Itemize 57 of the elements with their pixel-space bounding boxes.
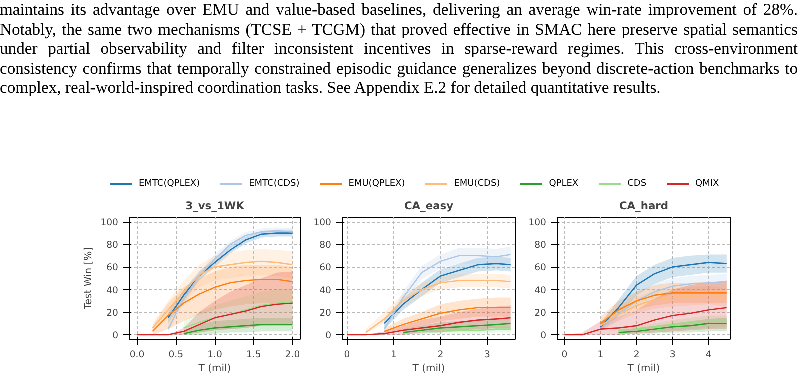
x-tick-label: 1.5 bbox=[246, 350, 262, 360]
x-tick-label: 0.5 bbox=[168, 350, 184, 360]
legend-label: EMTC(CDS) bbox=[249, 178, 300, 190]
legend-label: QPLEX bbox=[549, 178, 579, 190]
x-tick-label: 1 bbox=[598, 350, 604, 360]
y-tick-label: 80 bbox=[534, 240, 547, 252]
y-tick-label: 60 bbox=[534, 262, 547, 274]
x-tick-label: 2 bbox=[438, 350, 444, 360]
y-tick-label: 20 bbox=[320, 308, 332, 319]
y-tick-label: 100 bbox=[314, 218, 332, 229]
line-series bbox=[402, 323, 512, 334]
legend-label: EMU(CDS) bbox=[454, 178, 500, 190]
y-axis-title: Test Win [%] bbox=[84, 247, 95, 311]
y-tick-label: 20 bbox=[106, 308, 119, 319]
line-series bbox=[136, 302, 294, 336]
x-tick-label: 0 bbox=[562, 350, 568, 360]
x-axis-title: T (mil) bbox=[198, 364, 232, 374]
y-tick-label: 0 bbox=[112, 330, 119, 342]
line-series bbox=[183, 324, 294, 334]
y-tick-label: 80 bbox=[320, 240, 332, 252]
legend-label: EMU(QPLEX) bbox=[348, 178, 406, 190]
y-tick-label: 0 bbox=[540, 330, 547, 342]
line-series bbox=[384, 307, 512, 332]
x-tick-label: 4 bbox=[706, 350, 712, 360]
text: maintains its advantage over EMU and value-based baselines, delivering an average win-rate improvement of 28%. Notably, the same two mechanisms (TCSE + TCGM) that proved effective in SMAC here preserve spatial semantics under partial observability and filter inconsistent incentives in sparse-reward regimes. This cross-environment consistency confirms that temporally constrained episodic guidance generalizes beyond discrete-action benchmarks to complex, real-world-inspired coordination tasks. See Appendix E.2 for detailed quantitative results. bbox=[0, 0, 798, 98]
line-series bbox=[618, 323, 728, 334]
x-tick-label: 1.0 bbox=[208, 350, 222, 360]
y-tick-label: 60 bbox=[320, 262, 332, 274]
y-tick-label: 0 bbox=[326, 330, 332, 342]
x-tick-label: 3 bbox=[670, 350, 676, 360]
line-series bbox=[618, 320, 728, 332]
x-tick-label: 1 bbox=[390, 350, 397, 360]
chart-title: CA_hard bbox=[619, 200, 669, 212]
x-tick-label: 3 bbox=[484, 350, 490, 360]
line-series bbox=[564, 307, 728, 336]
legend-label: EMTC(QPLEX) bbox=[139, 178, 200, 190]
x-tick-label: 2 bbox=[634, 350, 640, 360]
y-tick-label: 20 bbox=[534, 308, 547, 319]
line-series bbox=[346, 317, 512, 336]
x-axis-title: T (mil) bbox=[626, 364, 660, 374]
y-tick-label: 40 bbox=[320, 285, 332, 296]
line-series bbox=[152, 278, 294, 332]
chart-title: 3_vs_1WK bbox=[186, 200, 246, 212]
y-tick-label: 60 bbox=[106, 262, 119, 274]
y-tick-label: 100 bbox=[528, 218, 547, 229]
legend-label: CDS bbox=[628, 178, 647, 190]
x-tick-label: 0.0 bbox=[130, 350, 145, 360]
y-tick-label: 40 bbox=[534, 285, 547, 296]
line-series bbox=[384, 263, 512, 324]
x-tick-label: 0 bbox=[344, 350, 350, 360]
y-tick-label: 40 bbox=[106, 285, 119, 296]
chart-title: CA_easy bbox=[404, 200, 454, 212]
x-tick-label: 2.0 bbox=[285, 350, 300, 360]
y-tick-label: 100 bbox=[100, 218, 119, 229]
legend-label: QMIX bbox=[696, 178, 720, 190]
y-tick-label: 80 bbox=[106, 240, 119, 252]
x-axis-title: T (mil) bbox=[412, 364, 446, 374]
